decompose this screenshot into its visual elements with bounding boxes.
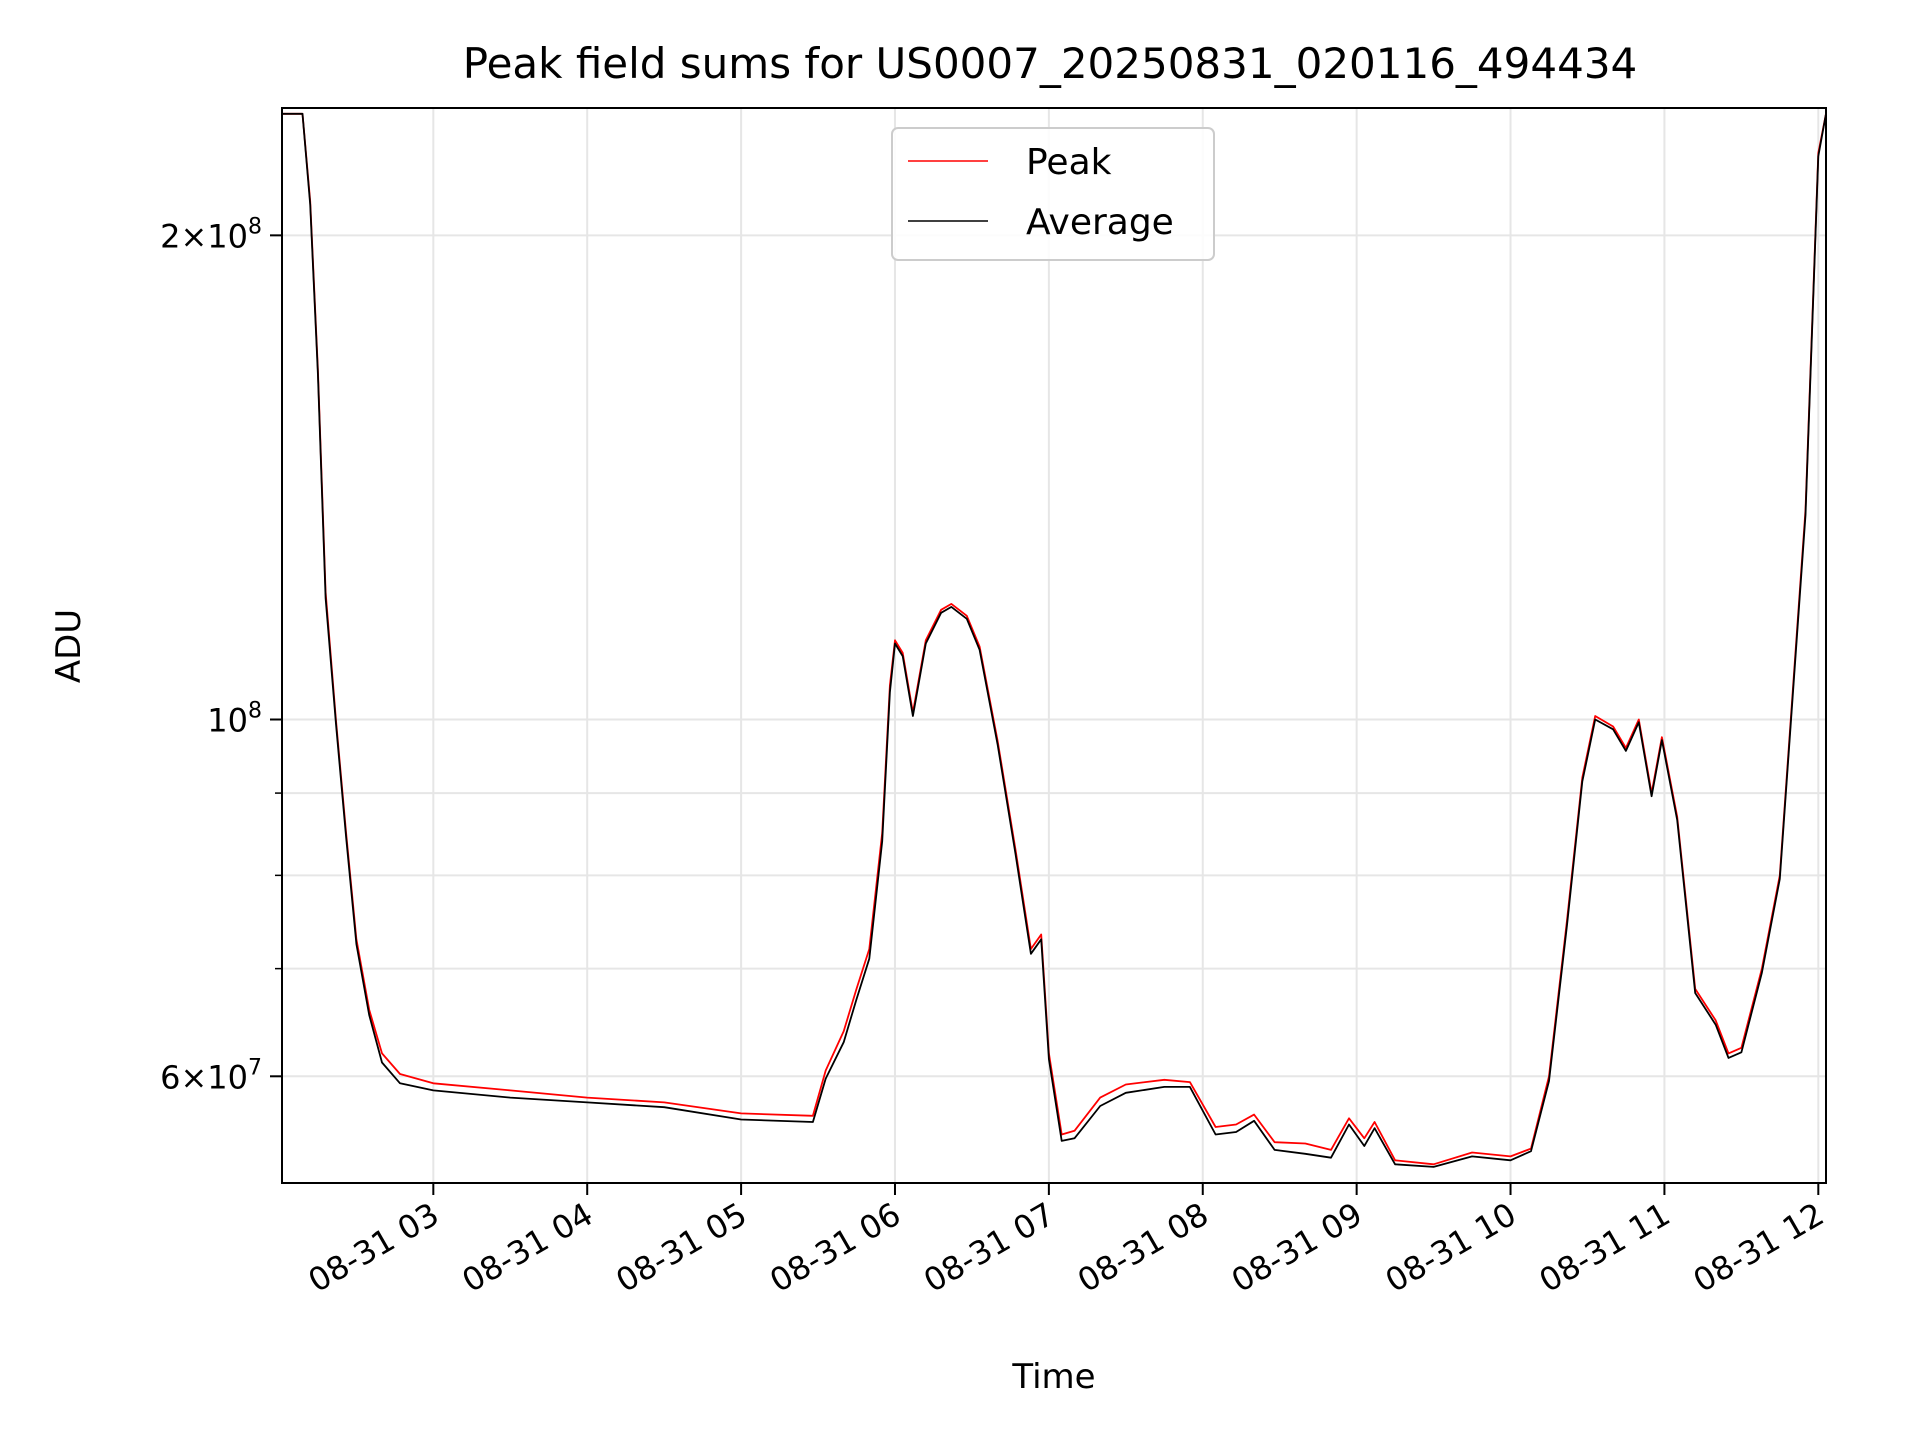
legend: Peak Average [891,127,1215,261]
y-axis-label: ADU [49,609,89,683]
y-tick-label: 6×107 [160,1055,262,1096]
grid-layer [282,108,1826,1183]
x-axis-label: Time [1011,1357,1095,1397]
plot-area [282,108,1826,1183]
legend-peak-label: Peak [1026,142,1112,183]
chart-title: Peak field sums for US0007_20250831_0201… [463,39,1638,88]
legend-average-label: Average [1026,202,1174,243]
series-line-peak [282,112,1827,1166]
series-line-average [282,112,1827,1168]
y-tick-label: 108 [207,698,262,739]
y-tick-label: 2×108 [160,214,262,255]
plot-frame [281,107,1827,1184]
series-layer [282,112,1827,1168]
